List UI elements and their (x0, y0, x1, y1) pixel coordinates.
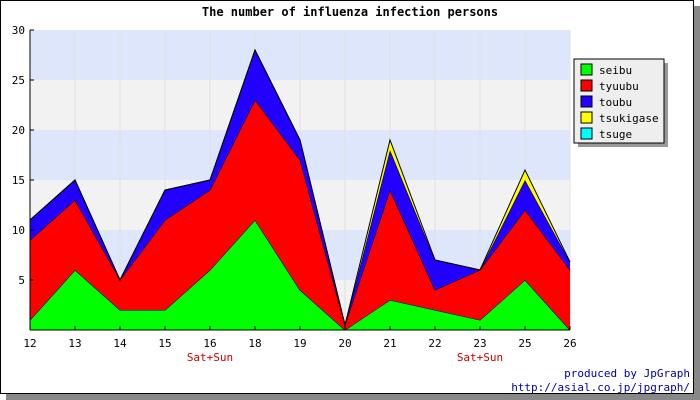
x-tick-label: 20 (338, 337, 351, 350)
x-tick-label: 25 (518, 337, 531, 350)
legend-swatch-toubu (580, 95, 593, 108)
weekend-annotation: Sat+Sun (187, 351, 233, 364)
legend-label-tyuubu: tyuubu (599, 80, 639, 93)
x-tick-label: 18 (248, 337, 261, 350)
y-tick-label: 5 (18, 274, 25, 287)
y-tick-label: 30 (12, 24, 25, 37)
y-tick-label: 15 (12, 174, 25, 187)
area-tyuubu (30, 100, 570, 330)
legend-label-seibu: seibu (599, 64, 632, 77)
weekend-annotations: Sat+Sun Sat+Sun (187, 351, 503, 364)
area-seibu (30, 220, 570, 330)
frame-shadow-right (694, 6, 700, 400)
stacked-areas (29, 48, 571, 331)
x-tick-label: 21 (383, 337, 396, 350)
y-tick-labels: 5 10 15 20 25 30 (12, 24, 34, 287)
x-tick-label: 22 (428, 337, 441, 350)
y-tick-label: 10 (12, 224, 25, 237)
x-tick-label: 26 (563, 337, 576, 350)
y-tick-label: 25 (12, 74, 25, 87)
x-tick-label: 16 (203, 337, 216, 350)
legend-label-toubu: toubu (599, 96, 632, 109)
x-tick-label: 19 (293, 337, 306, 350)
legend-swatch-tyuubu (580, 79, 593, 92)
legend-swatch-seibu (580, 63, 593, 76)
weekend-annotation: Sat+Sun (457, 351, 503, 364)
area-outline-tsukigase (29, 48, 571, 326)
footer-url: http://asial.co.jp/jpgraph/ (511, 381, 690, 394)
frame-shadow-bottom (6, 394, 700, 400)
x-tick-label: 13 (68, 337, 81, 350)
y-tick-label: 20 (12, 124, 25, 137)
legend-swatch-tsukigase (580, 111, 593, 124)
chart-title: The number of influenza infection person… (202, 5, 498, 19)
x-tick-label: 12 (23, 337, 36, 350)
x-tick-label: 23 (473, 337, 486, 350)
x-tick-label: 15 (158, 337, 171, 350)
legend-swatch-tsuge (580, 127, 593, 140)
legend: seibu tyuubu toubu tsukigase tsuge (573, 58, 668, 147)
x-tick-labels: 12 13 14 15 16 18 19 20 21 22 23 25 26 (23, 326, 577, 350)
footer-credit: produced by JpGraph (564, 367, 690, 380)
x-tick-label: 14 (113, 337, 127, 350)
legend-label-tsukigase: tsukigase (599, 112, 659, 125)
legend-label-tsuge: tsuge (599, 128, 632, 141)
